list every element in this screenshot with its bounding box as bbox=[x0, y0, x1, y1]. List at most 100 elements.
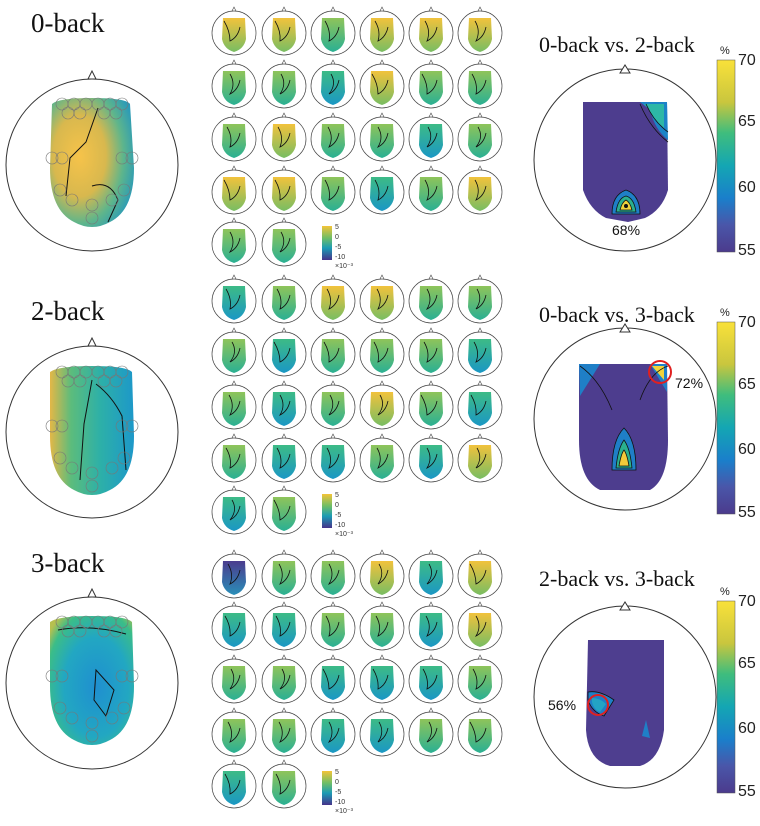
small-head-map bbox=[457, 433, 503, 483]
small-head-map bbox=[211, 601, 257, 651]
small-head-map bbox=[457, 380, 503, 430]
small-head-map bbox=[457, 165, 503, 215]
small-head-map bbox=[359, 327, 405, 377]
small-head-map bbox=[408, 654, 454, 704]
small-head-map bbox=[359, 6, 405, 56]
colorbar-tick: 60 bbox=[738, 720, 756, 737]
comparison-map-0-vs-2 bbox=[533, 64, 717, 252]
small-head-map bbox=[359, 274, 405, 324]
small-head-map bbox=[408, 6, 454, 56]
small-head-map bbox=[457, 707, 503, 757]
small-head-map bbox=[211, 759, 257, 809]
small-head-map bbox=[359, 380, 405, 430]
title-0-vs-3: 0-back vs. 3-back bbox=[539, 302, 695, 327]
small-colorbar-0-back bbox=[322, 226, 332, 260]
small-head-map bbox=[211, 380, 257, 430]
annotation-2-vs-3: 56% bbox=[548, 697, 577, 713]
comparison-map-0-vs-3 bbox=[533, 323, 717, 511]
small-head-map bbox=[359, 433, 405, 483]
title-2-vs-3: 2-back vs. 3-back bbox=[539, 566, 695, 591]
small-head-map bbox=[359, 549, 405, 599]
small-cb-tick: 0 bbox=[335, 502, 339, 509]
colorbar-unit: % bbox=[720, 45, 730, 57]
small-head-map bbox=[211, 112, 257, 162]
small-head-map bbox=[310, 6, 356, 56]
head-map-3-back bbox=[5, 587, 179, 770]
comparison-map-2-vs-3 bbox=[533, 601, 717, 789]
small-head-map bbox=[211, 549, 257, 599]
colorbar-tick: 65 bbox=[738, 376, 756, 393]
small-cb-tick: -10 bbox=[335, 799, 346, 806]
small-head-map bbox=[261, 327, 307, 377]
small-head-map bbox=[261, 217, 307, 267]
small-head-map bbox=[408, 549, 454, 599]
title-2-back: 2-back bbox=[31, 296, 105, 326]
small-head-map bbox=[359, 59, 405, 109]
small-head-map bbox=[408, 707, 454, 757]
colorbar-unit: % bbox=[720, 307, 730, 319]
colorbar-tick: 55 bbox=[738, 783, 756, 800]
small-head-map bbox=[310, 380, 356, 430]
colorbar-tick: 55 bbox=[738, 504, 756, 521]
small-head-map bbox=[310, 654, 356, 704]
small-head-map bbox=[457, 112, 503, 162]
small-head-map bbox=[211, 327, 257, 377]
title-0-vs-2: 0-back vs. 2-back bbox=[539, 32, 695, 57]
head-map-0-back bbox=[5, 69, 179, 252]
colorbar-tick: 70 bbox=[738, 593, 756, 610]
small-head-map bbox=[310, 274, 356, 324]
small-head-map bbox=[261, 707, 307, 757]
small-head-map bbox=[457, 59, 503, 109]
small-cb-tick: 0 bbox=[335, 234, 339, 241]
small-head-map bbox=[261, 654, 307, 704]
small-head-map bbox=[261, 601, 307, 651]
colorbar-tick: 60 bbox=[738, 441, 756, 458]
small-cb-tick: -10 bbox=[335, 522, 346, 529]
annotation-0-vs-2: 68% bbox=[612, 222, 641, 238]
small-head-map bbox=[211, 165, 257, 215]
small-head-map bbox=[408, 433, 454, 483]
small-head-map bbox=[310, 165, 356, 215]
small-cb-tick: 5 bbox=[335, 224, 339, 231]
small-head-map bbox=[310, 327, 356, 377]
small-cb-tick: -5 bbox=[335, 244, 342, 251]
annotation-0-vs-3: 72% bbox=[675, 375, 704, 391]
small-cb-tick: -5 bbox=[335, 789, 342, 796]
small-head-map bbox=[408, 112, 454, 162]
small-head-map bbox=[310, 707, 356, 757]
colorbar-tick: 70 bbox=[738, 314, 756, 331]
small-head-map bbox=[457, 654, 503, 704]
small-cb-tick: -10 bbox=[335, 254, 346, 261]
small-cb-exponent: ×10⁻³ bbox=[335, 808, 353, 815]
small-head-map bbox=[408, 59, 454, 109]
small-head-map bbox=[310, 112, 356, 162]
colorbar-0-vs-2 bbox=[716, 59, 736, 253]
small-cb-tick: 5 bbox=[335, 492, 339, 499]
small-head-map bbox=[408, 380, 454, 430]
small-head-map bbox=[359, 654, 405, 704]
small-head-map bbox=[408, 327, 454, 377]
small-head-map bbox=[261, 59, 307, 109]
small-head-map bbox=[310, 433, 356, 483]
small-head-map bbox=[359, 165, 405, 215]
title-0-back: 0-back bbox=[31, 8, 105, 38]
colorbar-unit: % bbox=[720, 586, 730, 598]
colorbar-tick: 55 bbox=[738, 242, 756, 259]
small-head-map bbox=[359, 112, 405, 162]
small-head-map bbox=[359, 707, 405, 757]
small-cb-tick: 5 bbox=[335, 769, 339, 776]
small-head-map bbox=[261, 759, 307, 809]
small-head-map bbox=[211, 433, 257, 483]
small-head-map bbox=[359, 601, 405, 651]
small-head-map bbox=[261, 112, 307, 162]
small-head-map bbox=[457, 274, 503, 324]
colorbar-tick: 65 bbox=[738, 655, 756, 672]
small-head-map bbox=[310, 601, 356, 651]
small-head-map bbox=[211, 59, 257, 109]
small-head-map bbox=[261, 485, 307, 535]
colorbar-2-vs-3 bbox=[716, 600, 736, 794]
small-head-map bbox=[211, 654, 257, 704]
small-head-map bbox=[310, 59, 356, 109]
small-head-map bbox=[408, 601, 454, 651]
